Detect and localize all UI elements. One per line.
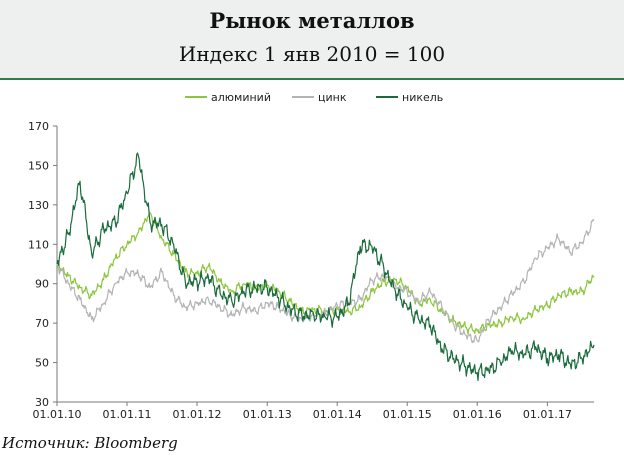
x-tick-label: 01.01.15 xyxy=(383,408,432,421)
legend-label-1: цинк xyxy=(318,91,347,104)
y-tick-label: 170 xyxy=(28,120,49,133)
series-line-1 xyxy=(56,218,595,344)
x-tick-label: 01.01.12 xyxy=(173,408,222,421)
source-note: Источник: Bloomberg xyxy=(2,434,178,452)
legend-label-2: никель xyxy=(402,91,443,104)
x-tick-label: 01.01.13 xyxy=(243,408,292,421)
x-tick-label: 01.01.14 xyxy=(313,408,362,421)
y-tick-label: 30 xyxy=(35,396,49,409)
y-tick-label: 90 xyxy=(35,278,49,291)
x-tick-label: 01.01.17 xyxy=(523,408,572,421)
x-tick-label: 01.01.16 xyxy=(453,408,502,421)
y-tick-label: 50 xyxy=(35,357,49,370)
y-tick-label: 150 xyxy=(28,159,49,172)
y-tick-label: 110 xyxy=(28,238,49,251)
y-tick-label: 70 xyxy=(35,317,49,330)
y-tick-label: 130 xyxy=(28,199,49,212)
metals-line-chart: 30 50 70 90 110 130 150 170 01.01.10 01.01.11 01.0… xyxy=(28,91,595,421)
chart-header: Рынок металлов Индекс 1 янв 2010 = 100 xyxy=(0,0,624,78)
series-line-2 xyxy=(56,152,595,382)
legend-label-0: алюминий xyxy=(211,91,271,104)
x-tick-label: 01.01.10 xyxy=(33,408,82,421)
header-divider xyxy=(0,78,624,80)
x-tick-label: 01.01.11 xyxy=(103,408,152,421)
chart-subtitle: Индекс 1 янв 2010 = 100 xyxy=(178,42,446,66)
chart-title: Рынок металлов xyxy=(209,8,415,33)
